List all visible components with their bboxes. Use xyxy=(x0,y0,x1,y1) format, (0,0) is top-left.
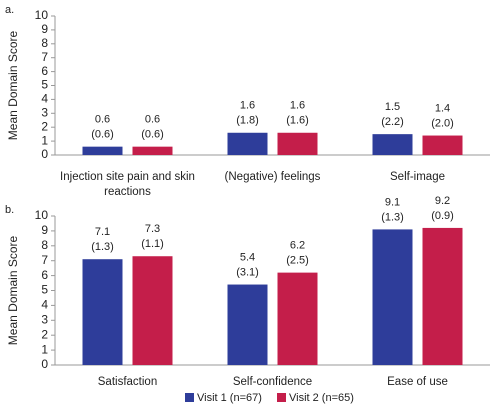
sd-label: (1.3) xyxy=(381,211,404,223)
x-tick-label: Injection site pain and skin reactions xyxy=(60,171,195,198)
bar xyxy=(82,259,123,365)
sd-label: (2.0) xyxy=(431,117,454,129)
sd-label: (1.1) xyxy=(141,238,164,250)
x-tick-label: Self-image xyxy=(390,171,445,183)
sd-label: (0.6) xyxy=(141,129,164,141)
bar xyxy=(82,146,123,155)
value-label: 7.1 xyxy=(95,226,110,238)
value-label: 6.2 xyxy=(290,240,305,252)
legend-swatch xyxy=(185,393,194,402)
x-tick-label: Self-confidence xyxy=(232,376,313,388)
value-label: 0.6 xyxy=(145,114,160,126)
y-axis-label: Mean Domain Score xyxy=(6,30,20,140)
sd-label: (2.2) xyxy=(381,116,404,128)
y-axis-label: Mean Domain Score xyxy=(6,235,20,345)
y-tick-label: 7 xyxy=(41,253,48,267)
legend-swatch xyxy=(277,393,286,402)
x-tick-label: Satisfaction xyxy=(97,376,158,388)
y-tick-label: 0 xyxy=(41,147,48,161)
bar xyxy=(422,227,463,365)
y-tick-label: 5 xyxy=(41,283,48,297)
bar xyxy=(277,272,318,365)
value-label: 1.5 xyxy=(385,101,400,113)
y-tick-label: 6 xyxy=(41,268,48,282)
x-tick-label: (Negative) feelings xyxy=(224,171,321,183)
bar xyxy=(132,256,173,365)
y-tick-label: 4 xyxy=(41,298,48,312)
bar xyxy=(227,132,268,155)
y-tick-label: 7 xyxy=(41,50,48,64)
bar xyxy=(277,132,318,155)
y-tick-label: 10 xyxy=(35,208,49,222)
value-label: 9.1 xyxy=(385,196,400,208)
panel-label: b. xyxy=(5,204,14,216)
x-tick-label: Ease of use xyxy=(387,376,448,388)
y-tick-label: 8 xyxy=(41,238,48,252)
y-tick-label: 5 xyxy=(41,78,48,92)
y-tick-label: 2 xyxy=(41,327,48,341)
y-tick-label: 3 xyxy=(41,105,48,119)
sd-label: (3.1) xyxy=(236,266,259,278)
y-tick-label: 10 xyxy=(35,8,49,22)
value-label: 1.6 xyxy=(290,100,305,112)
y-tick-label: 4 xyxy=(41,92,48,106)
bar xyxy=(372,229,413,365)
sd-label: (0.6) xyxy=(91,129,114,141)
value-label: 7.3 xyxy=(145,223,160,235)
value-label: 5.4 xyxy=(240,251,255,263)
y-tick-label: 9 xyxy=(41,22,48,36)
y-tick-label: 1 xyxy=(41,133,48,147)
sd-label: (1.6) xyxy=(286,115,309,127)
y-tick-label: 8 xyxy=(41,36,48,50)
sd-label: (2.5) xyxy=(286,255,309,267)
y-tick-label: 1 xyxy=(41,342,48,356)
value-label: 9.2 xyxy=(435,195,450,207)
sd-label: (0.9) xyxy=(431,210,454,222)
value-label: 1.6 xyxy=(240,100,255,112)
legend-label: Visit 2 (n=65) xyxy=(289,392,354,404)
sd-label: (1.3) xyxy=(91,241,114,253)
value-label: 0.6 xyxy=(95,114,110,126)
bar xyxy=(132,146,173,155)
y-tick-label: 3 xyxy=(41,312,48,326)
y-tick-label: 6 xyxy=(41,64,48,78)
y-tick-label: 2 xyxy=(41,119,48,133)
legend-label: Visit 1 (n=67) xyxy=(197,392,262,404)
y-tick-label: 0 xyxy=(41,357,48,371)
y-tick-label: 9 xyxy=(41,223,48,237)
bar xyxy=(227,284,268,365)
value-label: 1.4 xyxy=(435,102,450,114)
sd-label: (1.8) xyxy=(236,115,259,127)
bar xyxy=(422,135,463,155)
panel-label: a. xyxy=(5,4,14,16)
bar xyxy=(372,134,413,155)
